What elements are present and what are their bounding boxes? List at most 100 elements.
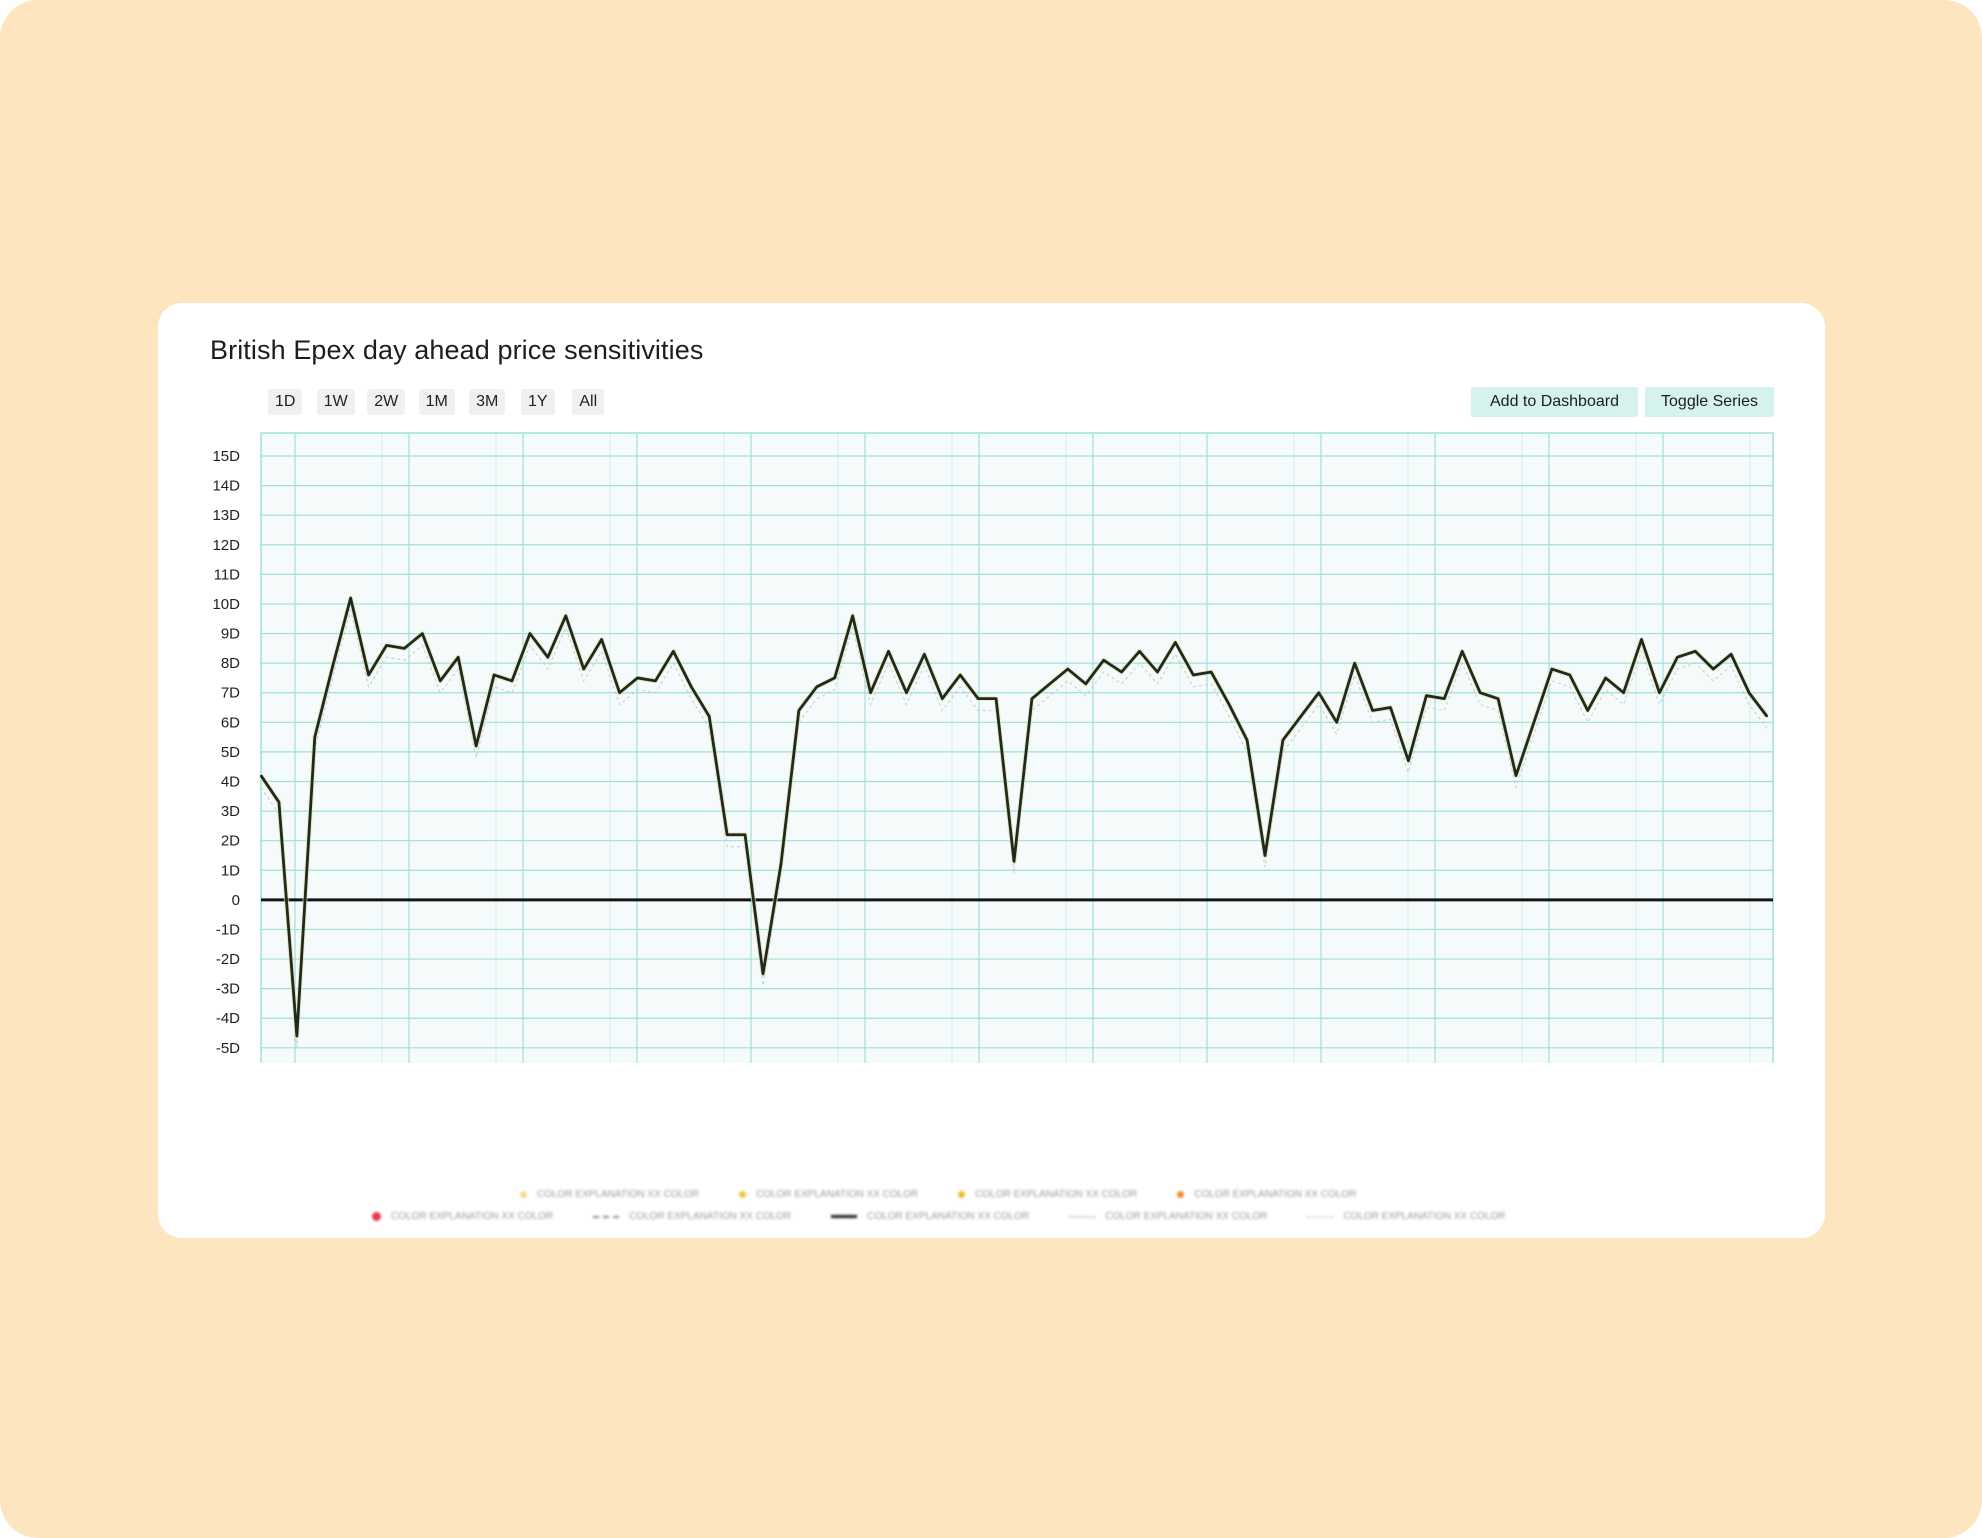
y-tick-label: 1D	[221, 862, 240, 879]
data-point	[1461, 650, 1464, 653]
range-label: 1Y	[520, 389, 555, 415]
range-label: 3M	[469, 389, 506, 415]
data-point	[726, 833, 729, 836]
range-button-1y[interactable]: 1Y	[513, 387, 564, 417]
data-point	[672, 650, 675, 653]
data-point	[295, 1035, 298, 1037]
data-point	[313, 736, 316, 739]
data-point	[815, 685, 818, 688]
range-button-1d[interactable]: 1D	[260, 387, 311, 417]
data-point	[1120, 671, 1123, 673]
data-point	[1479, 691, 1482, 694]
data-point	[582, 668, 585, 670]
add-to-dashboard-button[interactable]: Add to Dashboard	[1471, 387, 1638, 417]
y-tick-label: 0	[232, 892, 240, 909]
range-label: 1W	[316, 389, 355, 415]
data-point	[511, 679, 513, 682]
line-chart: 15D 14D 13D 12D 11D 10D 9D 8D 7D 6D 5D 4D 3D 2D 1D 0 -1D…	[212, 432, 1774, 1063]
data-point	[1317, 691, 1320, 694]
data-point	[600, 638, 603, 641]
data-point	[1568, 674, 1571, 676]
data-point	[1622, 691, 1625, 694]
range-button-3m[interactable]: 3M	[462, 387, 513, 417]
legend-label: COLOR EXPLANATION XX COLOR	[1105, 1211, 1268, 1222]
data-point	[1282, 739, 1284, 741]
chart-title: British Epex day ahead price sensitiviti…	[210, 335, 704, 365]
legend-label: COLOR EXPLANATION XX COLOR	[629, 1211, 792, 1222]
y-tick-label: 15D	[212, 448, 240, 465]
data-point	[1156, 671, 1159, 673]
legend-swatch-icon	[739, 1191, 747, 1198]
data-point	[1228, 703, 1231, 706]
data-point	[1192, 674, 1195, 676]
data-point	[1353, 662, 1356, 665]
y-tick-label: 2D	[221, 833, 240, 850]
data-point	[1425, 694, 1428, 697]
legend-label: COLOR EXPLANATION XX COLOR	[756, 1189, 919, 1200]
y-tick-label: 8D	[221, 655, 240, 672]
data-point	[1515, 774, 1517, 777]
data-point	[349, 597, 352, 599]
data-point	[833, 677, 836, 679]
data-point	[1694, 650, 1697, 653]
data-point	[1730, 653, 1733, 656]
range-button-1w[interactable]: 1W	[311, 387, 362, 417]
y-tick-label: -3D	[216, 981, 240, 998]
data-point	[1371, 709, 1374, 712]
y-tick-label: 10D	[212, 596, 240, 613]
range-label: All	[572, 389, 605, 415]
legend-item[interactable]: COLOR EXPLANATION XX COLOR	[1069, 1211, 1267, 1222]
data-point	[331, 665, 334, 667]
data-point	[1335, 721, 1338, 724]
legend-swatch-icon	[958, 1191, 966, 1198]
data-point	[1604, 677, 1607, 679]
data-point	[546, 656, 549, 659]
data-point	[278, 801, 280, 804]
data-point	[1407, 759, 1410, 762]
data-point	[403, 647, 406, 650]
data-point	[1658, 691, 1661, 694]
data-point	[1066, 668, 1069, 670]
data-point	[475, 745, 478, 747]
data-point	[1443, 697, 1446, 700]
legend-item[interactable]: COLOR EXPLANATION XX COLOR	[1307, 1211, 1505, 1222]
data-point	[1031, 697, 1033, 700]
data-point	[1174, 641, 1177, 644]
legend-item[interactable]: COLOR EXPLANATION XX COLOR	[372, 1211, 553, 1222]
data-point	[1712, 668, 1715, 670]
range-label: 2W	[367, 389, 406, 415]
legend-item[interactable]: COLOR EXPLANATION XX COLOR	[520, 1189, 699, 1200]
data-point	[780, 863, 782, 866]
y-tick-label: 11D	[214, 566, 241, 583]
y-tick-label: 7D	[221, 685, 240, 702]
legend-item[interactable]: COLOR EXPLANATION XX COLOR	[739, 1189, 918, 1200]
y-tick-label: -4D	[216, 1010, 240, 1027]
y-tick-label: 14D	[212, 478, 240, 495]
data-point	[1084, 682, 1087, 685]
data-point	[457, 656, 460, 659]
data-point	[690, 685, 693, 688]
y-tick-label: 5D	[221, 744, 240, 761]
y-tick-label: 3D	[221, 803, 240, 820]
legend-item[interactable]: COLOR EXPLANATION XX COLOR	[593, 1211, 791, 1222]
range-button-1m[interactable]: 1M	[412, 387, 463, 417]
range-button-2w[interactable]: 2W	[361, 387, 412, 417]
y-tick-label: -5D	[216, 1040, 240, 1057]
range-button-all[interactable]: All	[563, 387, 614, 417]
legend-label: COLOR EXPLANATION XX COLOR	[975, 1189, 1138, 1200]
legend-label: COLOR EXPLANATION XX COLOR	[537, 1189, 700, 1200]
legend-item[interactable]: COLOR EXPLANATION XX COLOR	[1177, 1189, 1356, 1200]
toggle-series-button[interactable]: Toggle Series	[1645, 387, 1774, 417]
legend-item[interactable]: COLOR EXPLANATION XX COLOR	[831, 1211, 1029, 1222]
data-point	[797, 709, 800, 712]
data-point	[1102, 659, 1105, 662]
y-tick-label: 12D	[212, 537, 240, 554]
legend-item[interactable]: COLOR EXPLANATION XX COLOR	[958, 1189, 1137, 1200]
legend-row: COLOR EXPLANATION XX COLOR COLOR EXPLANAT…	[520, 1189, 1396, 1200]
data-point	[1210, 671, 1213, 673]
legend-swatch-icon	[372, 1212, 381, 1221]
legend-label: COLOR EXPLANATION XX COLOR	[867, 1211, 1030, 1222]
data-point	[1640, 638, 1643, 641]
plot-area	[260, 432, 1774, 1063]
data-point	[1138, 650, 1141, 653]
